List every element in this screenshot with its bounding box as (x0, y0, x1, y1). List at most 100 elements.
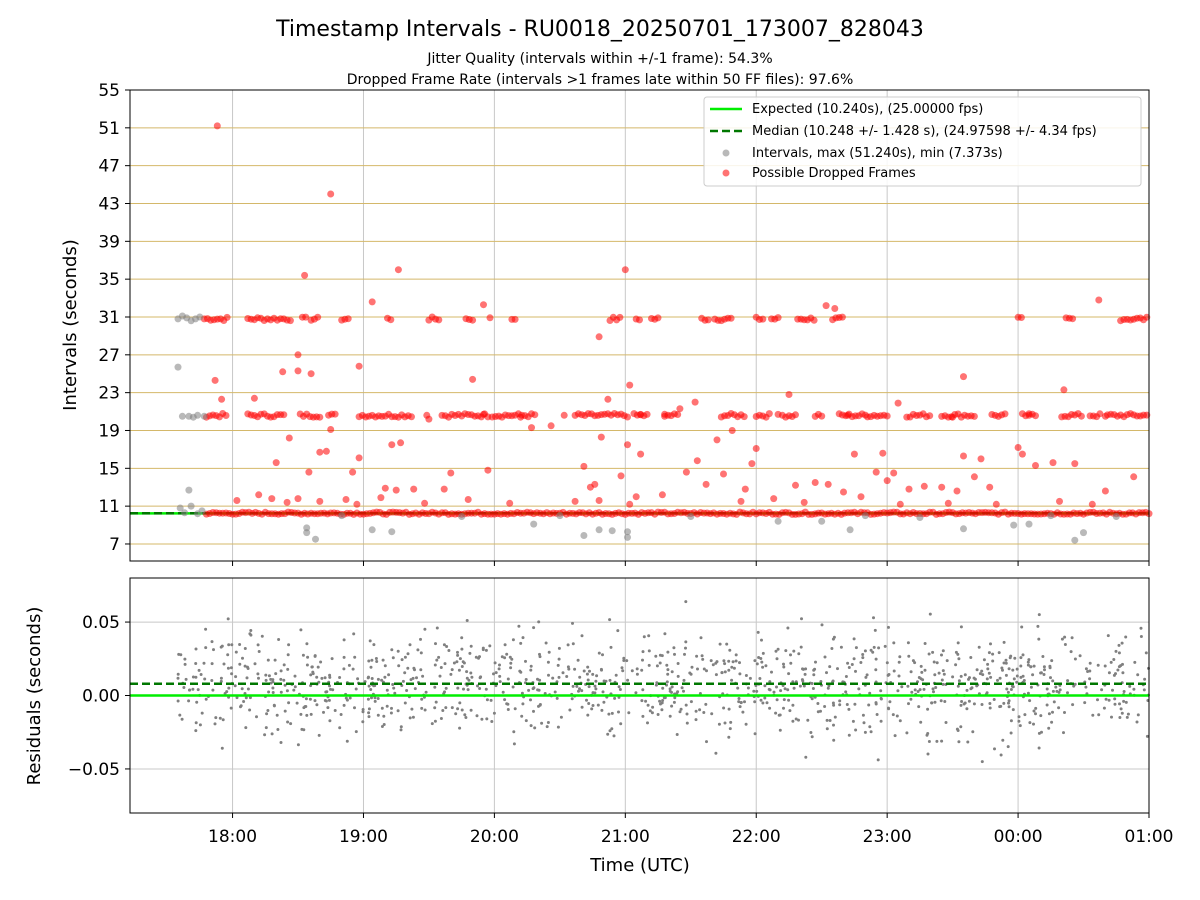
residual-point (419, 637, 422, 641)
residual-point (770, 670, 773, 674)
residual-point (869, 648, 873, 652)
residual-point (419, 651, 423, 655)
residual-point (354, 730, 358, 734)
residual-point (832, 738, 836, 742)
residual-point (666, 668, 670, 672)
residual-point (828, 719, 832, 722)
residual-point (279, 741, 283, 744)
residual-point (575, 684, 579, 688)
residual-point (608, 729, 612, 733)
dropped-frame-point (765, 410, 773, 418)
residual-point (728, 727, 732, 731)
residual-point (176, 672, 180, 676)
residual-point (1121, 662, 1124, 666)
residual-point (782, 706, 785, 710)
residual-point (980, 703, 984, 706)
residual-point (586, 713, 590, 717)
dropped-frame-point (1032, 462, 1039, 469)
residual-point (1109, 660, 1113, 664)
residual-point (403, 701, 407, 705)
residual-point (289, 722, 293, 726)
residual-point (676, 662, 680, 665)
residual-point (1015, 667, 1019, 671)
residual-point (738, 705, 742, 709)
residual-point (891, 713, 895, 717)
residual-point (227, 643, 231, 647)
residual-point (299, 712, 303, 716)
residual-point (622, 656, 626, 660)
dropped-frame-point (447, 469, 455, 477)
residual-point (456, 653, 460, 657)
residual-point (229, 666, 233, 670)
residual-point (308, 697, 312, 701)
residual-point (916, 680, 919, 684)
residual-point (1112, 658, 1116, 661)
residual-point (505, 652, 509, 656)
residual-point (287, 701, 291, 705)
residual-point (265, 712, 269, 716)
intervals-y-tick-label: 39 (98, 232, 120, 252)
residual-point (1084, 685, 1088, 689)
intervals-y-tick-label: 43 (98, 194, 120, 214)
residual-point (434, 700, 438, 704)
residual-point (1113, 697, 1117, 701)
residual-point (999, 753, 1003, 757)
interval-point (181, 509, 189, 517)
dropped-frame-point (682, 468, 690, 476)
residual-point (435, 626, 439, 630)
residual-point (577, 689, 580, 693)
residual-point (317, 733, 321, 737)
residual-point (775, 657, 779, 661)
residual-point (1063, 711, 1066, 714)
dropped-frame-point (728, 427, 736, 434)
residual-point (531, 687, 535, 691)
dropped-frame-point (387, 316, 395, 324)
dropped-frame-point (469, 316, 477, 324)
residual-point (270, 732, 274, 736)
dropped-frame-point (397, 439, 405, 447)
residual-point (520, 714, 524, 718)
dropped-frame-point (824, 480, 832, 488)
residual-point (1019, 664, 1023, 668)
residual-point (497, 667, 501, 671)
residual-point (874, 702, 878, 706)
residual-point (1021, 653, 1025, 657)
residual-point (465, 676, 469, 680)
dropped-frame-point (381, 484, 389, 492)
residual-point (679, 707, 683, 711)
residual-point (786, 688, 790, 692)
residual-point (610, 727, 614, 731)
residual-point (420, 706, 424, 710)
dropped-frame-point (301, 271, 309, 279)
residual-point (356, 677, 360, 681)
dropped-frame-point (1071, 460, 1079, 468)
dropped-frame-point (327, 426, 335, 433)
residual-point (1032, 709, 1036, 713)
residual-point (799, 645, 803, 649)
residual-point (187, 699, 191, 703)
intervals-x-ticks (232, 561, 1150, 566)
residual-point (576, 658, 580, 662)
residual-point (503, 698, 507, 702)
residual-point (670, 704, 674, 708)
residuals-y-tick-label: 0.05 (82, 613, 120, 633)
residual-point (907, 654, 911, 658)
residual-point (1145, 734, 1149, 738)
residual-point (800, 617, 803, 621)
dropped-frame-point (331, 410, 339, 418)
residual-point (627, 711, 631, 715)
residual-point (641, 688, 645, 692)
residual-point (469, 671, 473, 675)
residual-point (257, 676, 260, 680)
legend-dropped-label: Possible Dropped Frames (752, 166, 916, 181)
jitter-subtitle: Jitter Quality (intervals within +/-1 fr… (426, 51, 772, 67)
residual-point (642, 635, 646, 639)
residual-point (622, 659, 626, 662)
dropped-frame-point (1017, 314, 1025, 321)
residual-point (533, 726, 537, 730)
residual-point (925, 733, 929, 737)
residual-point (997, 651, 1001, 655)
residual-point (233, 684, 237, 688)
residual-point (509, 661, 513, 665)
dropped-frame-point (920, 482, 928, 490)
